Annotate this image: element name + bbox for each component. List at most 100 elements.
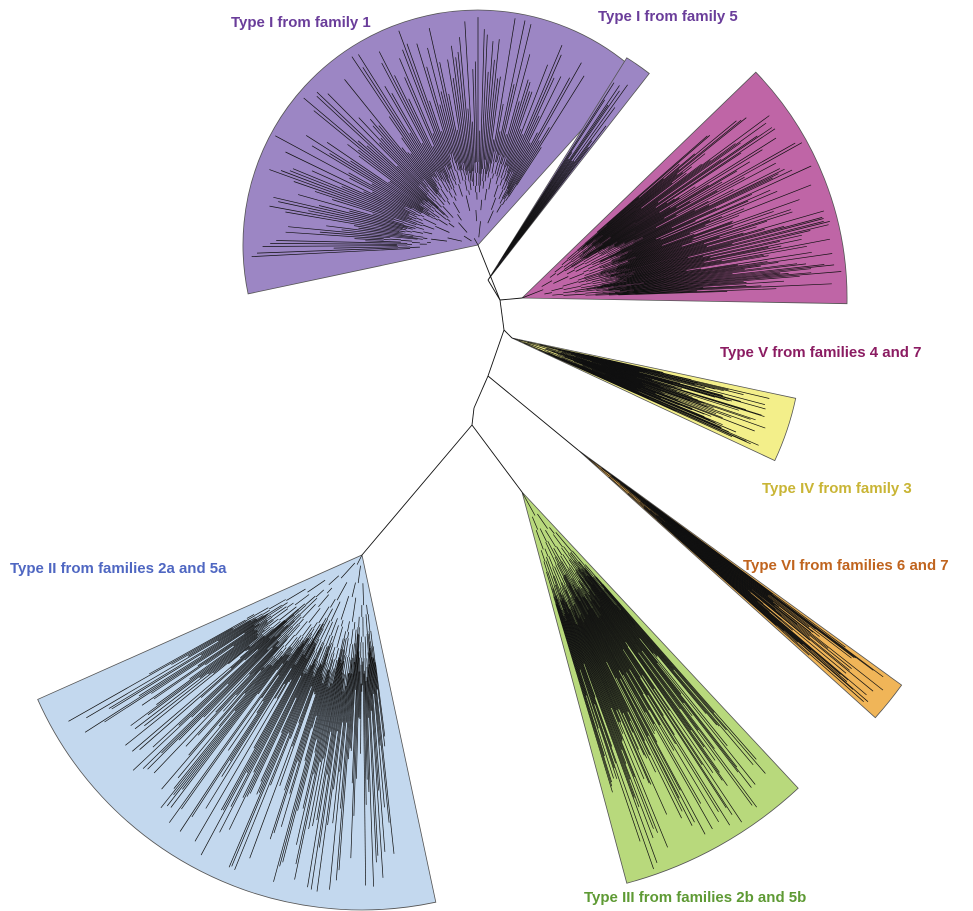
leaf-branch: [269, 676, 323, 840]
internal-branch: [460, 170, 464, 181]
internal-branch: [596, 371, 604, 375]
leaf-branch: [614, 142, 803, 248]
leaf-branch: [512, 158, 569, 244]
leaf-branch: [620, 609, 718, 726]
leaf-branch: [381, 62, 445, 182]
internal-branch: [465, 195, 471, 211]
leaf-branch: [574, 614, 617, 711]
internal-branch: [338, 638, 344, 658]
internal-branch: [399, 230, 406, 233]
leaf-branch: [594, 120, 737, 238]
internal-branch: [553, 585, 560, 600]
internal-branch: [553, 588, 557, 596]
internal-branch: [417, 238, 423, 240]
internal-branch: [448, 190, 453, 198]
leaf-branch: [365, 240, 401, 243]
leaf-branch: [148, 619, 246, 675]
internal-branch: [357, 565, 361, 584]
internal-branch: [523, 342, 540, 350]
leaf-branch: [580, 614, 629, 712]
internal-branch: [608, 241, 618, 248]
leaf-branch: [327, 685, 346, 826]
leaf-branch: [335, 673, 353, 881]
tree-backbone: [361, 244, 579, 556]
internal-branch: [305, 664, 311, 674]
internal-branch: [249, 634, 264, 647]
leaf-branch: [584, 567, 658, 657]
leaf-branch: [555, 603, 613, 793]
internal-branch: [428, 210, 440, 219]
leaf-branch: [576, 623, 612, 709]
internal-branch: [595, 237, 611, 249]
internal-branch: [573, 589, 581, 601]
leaf-branch: [586, 575, 752, 788]
internal-branch: [579, 600, 589, 615]
internal-branch: [345, 673, 348, 686]
internal-branch: [573, 361, 583, 367]
internal-branch: [503, 172, 507, 180]
leaf-branch: [584, 577, 681, 710]
internal-branch: [549, 346, 558, 350]
leaf-branch: [673, 535, 810, 656]
internal-branch: [586, 253, 595, 259]
internal-branch: [420, 214, 425, 218]
leaf-branch: [623, 255, 769, 281]
leaf-branch: [262, 640, 305, 702]
internal-branch: [303, 644, 310, 655]
internal-branch: [595, 293, 609, 295]
internal-branch: [605, 275, 611, 278]
internal-branch: [287, 653, 293, 662]
leaf-branch: [583, 622, 631, 722]
internal-branch: [571, 596, 581, 615]
leaf-branch: [326, 678, 343, 775]
internal-branch: [600, 276, 617, 282]
leaf-branch: [623, 254, 764, 281]
internal-branch: [656, 519, 664, 526]
leaf-branch: [589, 575, 658, 658]
leaf-branch: [619, 275, 800, 291]
leaf-branch: [618, 233, 695, 263]
internal-branch: [616, 262, 630, 268]
leaf-branch: [563, 616, 615, 769]
clade-label-type1-fam1: Type I from family 1: [231, 14, 371, 31]
leaf-branch: [316, 661, 345, 821]
internal-branch: [437, 191, 442, 197]
internal-branch: [440, 188, 449, 200]
internal-branch: [616, 273, 634, 278]
leaf-branch: [613, 264, 825, 289]
internal-branch: [423, 209, 435, 218]
internal-branch: [562, 594, 567, 602]
internal-branch: [299, 636, 304, 642]
leaf-branch: [576, 624, 624, 734]
leaf-branch: [251, 248, 411, 257]
internal-branch: [546, 571, 555, 597]
leaf-branch: [208, 636, 258, 675]
internal-branch: [556, 546, 563, 556]
leaf-branch: [191, 625, 289, 718]
leaf-branch: [347, 661, 356, 760]
internal-branch: [582, 242, 599, 254]
leaf-branch: [610, 207, 657, 239]
internal-branch: [563, 356, 569, 359]
leaf-branch: [585, 599, 720, 823]
leaf-branch: [257, 638, 271, 650]
leaf-branch: [615, 234, 802, 278]
leaf-branch: [289, 667, 319, 739]
leaf-branch: [358, 155, 425, 205]
leaf-branch: [582, 597, 627, 673]
leaf-branch: [615, 236, 720, 270]
leaf-branch: [279, 676, 331, 867]
internal-branch: [314, 641, 324, 660]
leaf-branch: [568, 585, 683, 812]
leaf-branch: [358, 149, 424, 202]
internal-branch: [545, 530, 556, 548]
leaf-branch: [205, 664, 296, 809]
internal-branch: [544, 292, 552, 295]
leaf-branch: [609, 207, 717, 258]
internal-branch: [254, 620, 268, 630]
internal-branch: [446, 200, 451, 205]
leaf-branch: [517, 107, 616, 240]
leaf-branch: [598, 617, 719, 812]
leaf-branch: [358, 227, 403, 235]
leaf-branch: [197, 646, 279, 736]
